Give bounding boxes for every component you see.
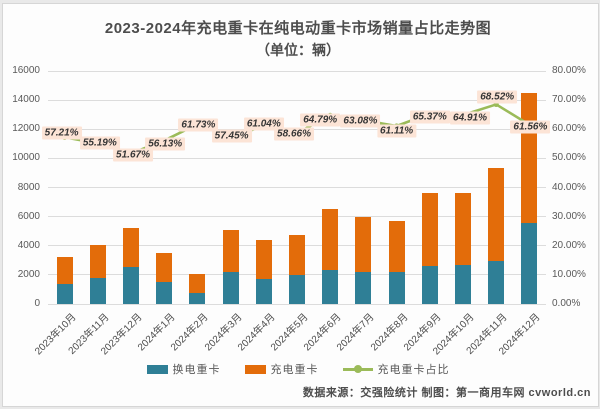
y-axis-right-tick-label: 0.00% <box>552 298 581 309</box>
bar-segment-charging <box>388 220 405 272</box>
chart-subtitle: （单位：辆） <box>256 42 340 58</box>
gridline <box>48 216 546 218</box>
charge-bar-swatch-icon <box>244 364 266 374</box>
bar-segment-charging <box>488 167 505 262</box>
bar-segment-swap <box>89 277 106 304</box>
data-label: 57.21% <box>41 126 82 140</box>
y-axis-right-tick-label: 80.00% <box>552 65 586 76</box>
gridline <box>48 99 546 101</box>
data-label: 65.37% <box>409 110 450 124</box>
y-axis-right-tick-label: 20.00% <box>552 239 586 251</box>
bar-segment-swap <box>222 272 239 304</box>
bar-segment-swap <box>322 270 339 304</box>
bar-segment-swap <box>255 279 272 304</box>
swap-bar-swatch-icon <box>146 364 168 374</box>
y-axis-left-tick-label: 14000 <box>12 94 40 106</box>
y-axis-right-tick-label: 70.00% <box>552 94 586 106</box>
data-label: 56.13% <box>145 137 186 151</box>
legend-label-share: 充电重卡占比 <box>377 364 450 376</box>
bar-segment-charging <box>222 229 239 273</box>
data-label: 61.56% <box>510 120 551 134</box>
legend-item-share: 充电重卡占比 <box>342 361 450 377</box>
data-label: 51.67% <box>113 148 153 161</box>
data-label: 61.04% <box>243 117 284 131</box>
gridline <box>48 70 546 72</box>
bar-segment-swap <box>56 284 73 304</box>
bar-segment-swap <box>355 272 372 304</box>
y-axis-left-tick-label: 4000 <box>17 239 40 251</box>
bar-segment-swap <box>156 281 173 304</box>
data-label: 64.79% <box>300 113 341 127</box>
legend-label-charge: 充电重卡 <box>270 364 319 376</box>
gridline <box>48 187 546 188</box>
data-label: 68.52% <box>477 90 518 104</box>
chart-title: 2023-2024年充电重卡在纯电动重卡市场销量占比走势图 <box>104 20 492 37</box>
bar-segment-swap <box>488 261 505 304</box>
bar-segment-charging <box>89 245 106 278</box>
y-axis-left-tick-label: 2000 <box>17 268 40 280</box>
data-label: 63.08% <box>340 114 381 128</box>
bar-segment-charging <box>355 217 372 272</box>
y-axis-left-tick-label: 10000 <box>12 152 40 164</box>
y-axis-left-tick-label: 16000 <box>12 65 40 76</box>
bar-segment-swap <box>388 271 405 304</box>
y-axis-right-tick-label: 10.00% <box>552 268 586 280</box>
y-axis-left-tick-label: 8000 <box>17 181 40 193</box>
y-axis-left-tick-label: 6000 <box>17 210 40 222</box>
y-axis-right-tick-label: 60.00% <box>552 123 586 135</box>
y-axis-right-tick-label: 30.00% <box>552 210 586 222</box>
bar-segment-swap <box>289 275 305 304</box>
bar-segment-charging <box>189 274 206 293</box>
gridline <box>48 303 546 305</box>
data-label: 58.66% <box>274 127 314 141</box>
y-axis-left-tick-label: 12000 <box>12 123 40 135</box>
bar-segment-swap <box>421 265 438 304</box>
data-label: 57.45% <box>211 129 252 143</box>
bar-segment-charging <box>156 253 173 282</box>
bar-segment-charging <box>289 234 305 276</box>
share-line-swatch-icon <box>342 364 373 374</box>
legend-item-charge: 充电重卡 <box>244 361 319 377</box>
bar-segment-swap <box>521 222 538 304</box>
bar-segment-charging <box>521 92 538 223</box>
bar-segment-charging <box>455 192 471 265</box>
gridline <box>48 157 546 159</box>
legend-label-swap: 换电重卡 <box>172 364 221 376</box>
data-label: 55.19% <box>79 136 120 150</box>
data-label: 61.73% <box>178 118 219 132</box>
y-axis-right-tick-label: 40.00% <box>552 181 586 193</box>
bar-segment-swap <box>455 264 471 304</box>
bar-segment-charging <box>255 239 272 280</box>
y-axis-left-tick-label: 0 <box>34 298 40 309</box>
data-label: 61.11% <box>377 124 417 138</box>
bar-segment-charging <box>322 208 339 271</box>
bar-segment-charging <box>421 193 438 266</box>
bar-segment-charging <box>123 228 139 268</box>
source-note: 数据来源：交强险统计 制图：第一商用车网 cvworld.cn <box>302 387 591 399</box>
legend-item-swap: 换电重卡 <box>146 361 221 377</box>
legend: 换电重卡 充电重卡 充电重卡占比 <box>0 361 596 377</box>
bar-segment-charging <box>56 257 73 285</box>
bar-segment-swap <box>189 292 206 304</box>
data-label: 64.91% <box>450 111 490 125</box>
y-axis-right-tick-label: 50.00% <box>552 152 586 164</box>
bar-segment-swap <box>123 267 139 304</box>
